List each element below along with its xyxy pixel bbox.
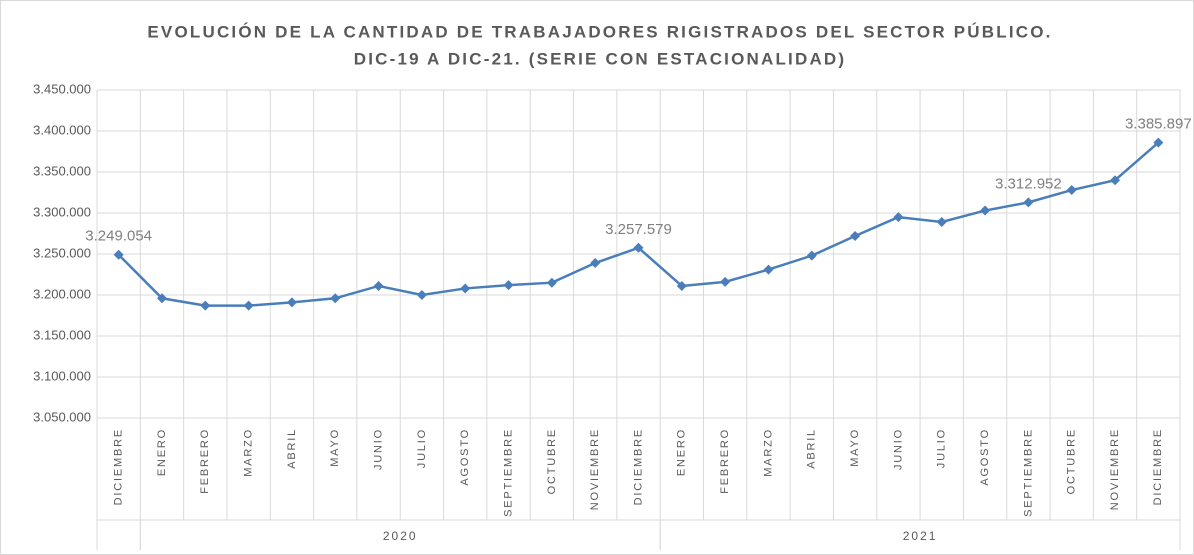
marker: [1066, 185, 1077, 196]
group-label: 2020: [383, 529, 418, 543]
y-tick-label: 3.350.000: [33, 163, 91, 178]
marker: [286, 297, 297, 308]
marker: [936, 217, 947, 228]
y-tick-label: 3.100.000: [33, 368, 91, 383]
marker: [590, 258, 601, 269]
y-tick-label: 3.250.000: [33, 245, 91, 260]
marker: [503, 280, 514, 291]
x-tick-label: ENERO: [156, 428, 168, 476]
x-tick-label: ENERO: [676, 428, 688, 476]
y-tick-label: 3.450.000: [33, 81, 91, 96]
marker: [1023, 197, 1034, 208]
marker: [806, 250, 817, 261]
marker: [980, 205, 991, 216]
x-tick-label: MAYO: [329, 428, 341, 467]
x-tick-label: NOVIEMBRE: [589, 428, 601, 510]
y-tick-label: 3.150.000: [33, 327, 91, 342]
marker: [113, 249, 124, 260]
marker: [200, 300, 211, 311]
marker: [676, 280, 687, 291]
marker: [156, 293, 167, 304]
x-tick-label: ABRIL: [806, 428, 818, 469]
chart-subtitle: DIC-19 A DIC-21. (SERIE CON ESTACIONALID…: [354, 49, 847, 68]
marker: [330, 293, 341, 304]
marker: [460, 283, 471, 294]
marker: [1153, 137, 1164, 148]
x-tick-label: DICIEMBRE: [113, 428, 125, 505]
y-tick-label: 3.400.000: [33, 122, 91, 137]
x-tick-label: SEPTIEMBRE: [1022, 428, 1034, 517]
x-tick-label: OCTUBRE: [546, 428, 558, 494]
marker: [893, 212, 904, 223]
x-tick-label: ABRIL: [286, 428, 298, 469]
x-tick-label: MAYO: [849, 428, 861, 467]
marker: [850, 230, 861, 241]
x-tick-label: MARZO: [762, 428, 774, 477]
data-label: 3.385.897: [1125, 116, 1192, 133]
group-label: 2021: [903, 529, 938, 543]
x-tick-label: FEBRERO: [719, 428, 731, 494]
data-label: 3.249.054: [85, 228, 152, 245]
x-tick-label: DICIEMBRE: [1152, 428, 1164, 505]
x-tick-label: MARZO: [243, 428, 255, 477]
marker: [1110, 175, 1121, 186]
y-tick-label: 3.300.000: [33, 204, 91, 219]
marker: [416, 290, 427, 300]
marker: [633, 242, 644, 253]
y-tick-label: 3.200.000: [33, 286, 91, 301]
x-tick-label: AGOSTO: [459, 428, 471, 486]
x-tick-label: JUNIO: [892, 428, 904, 470]
x-tick-label: JUNIO: [372, 428, 384, 470]
marker: [373, 280, 384, 291]
data-label: 3.312.952: [995, 175, 1062, 192]
x-tick-label: NOVIEMBRE: [1109, 428, 1121, 510]
data-label: 3.257.579: [605, 221, 672, 238]
y-tick-label: 3.050.000: [33, 409, 91, 424]
x-tick-label: JULIO: [936, 428, 948, 468]
marker: [243, 300, 254, 311]
marker: [720, 276, 731, 287]
marker: [546, 277, 557, 288]
x-tick-label: SEPTIEMBRE: [502, 428, 514, 517]
x-tick-label: FEBRERO: [199, 428, 211, 494]
chart-title: EVOLUCIÓN DE LA CANTIDAD DE TRABAJADORES…: [147, 22, 1052, 41]
x-tick-label: JULIO: [416, 428, 428, 468]
marker: [763, 264, 774, 275]
x-tick-label: AGOSTO: [979, 428, 991, 486]
x-tick-label: OCTUBRE: [1066, 428, 1078, 494]
x-tick-label: DICIEMBRE: [632, 428, 644, 505]
